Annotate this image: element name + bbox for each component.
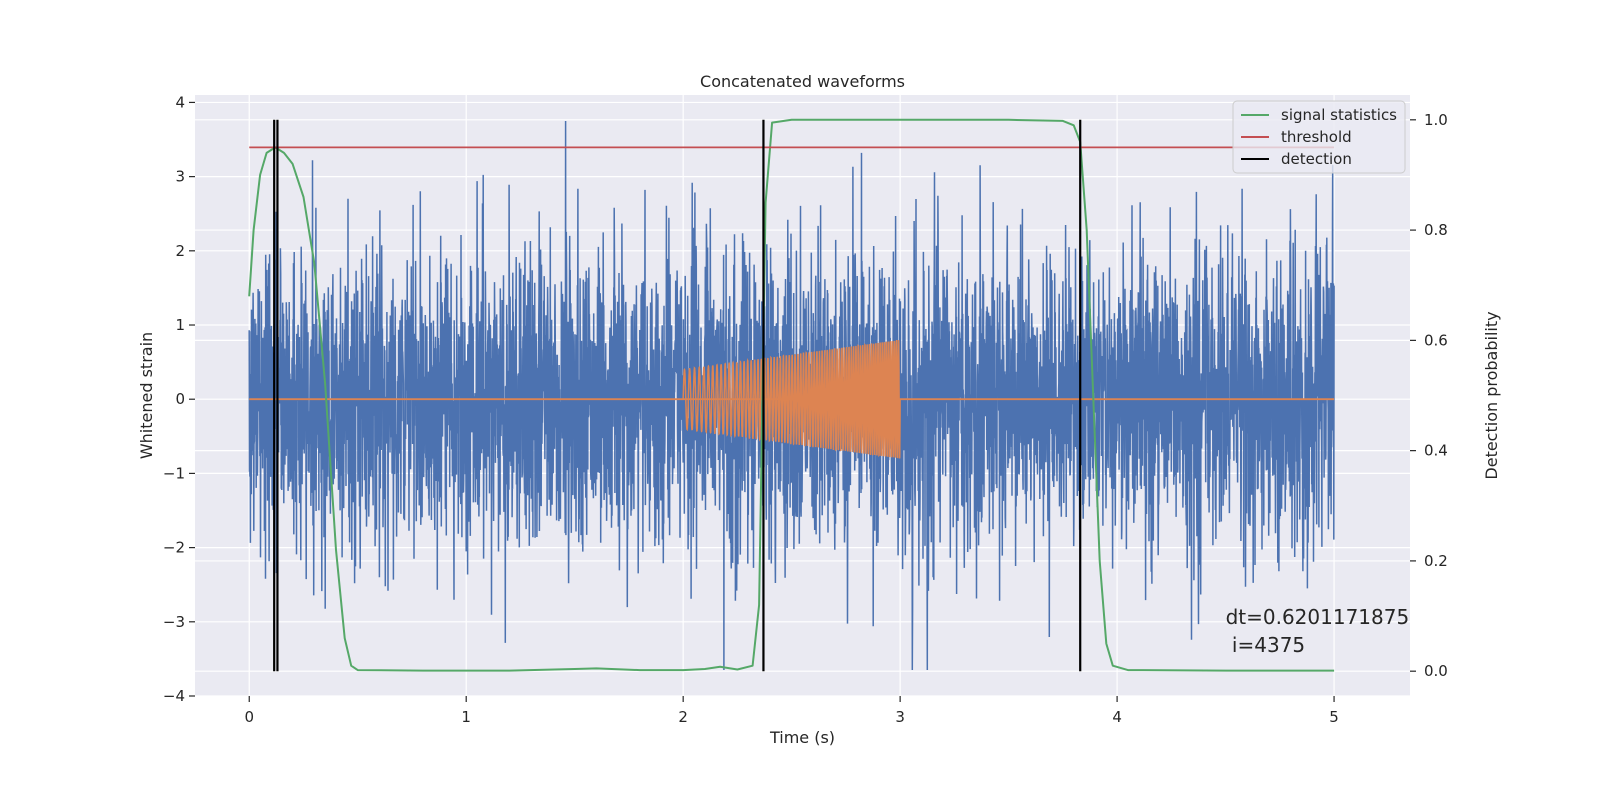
y2-tick-label-0: 0.0 xyxy=(1424,662,1448,680)
y-tick-label-4: 0 xyxy=(175,390,185,408)
template-chirp-line xyxy=(682,339,901,459)
y2-tick-label-3: 0.6 xyxy=(1424,331,1448,349)
legend-label-1: threshold xyxy=(1281,128,1352,146)
y2-tick-label-5: 1.0 xyxy=(1424,111,1448,129)
x-tick-label-2: 2 xyxy=(678,708,688,726)
y2-tick-label-1: 0.2 xyxy=(1424,552,1448,570)
annotation-index: i=4375 xyxy=(1226,633,1306,657)
y2-axis-label: Detection probability xyxy=(1482,311,1501,479)
y-tick-label-0: −4 xyxy=(163,687,185,705)
y-tick-label-5: 1 xyxy=(175,316,185,334)
y-tick-label-7: 3 xyxy=(175,168,185,186)
legend-label-2: detection xyxy=(1281,150,1352,168)
series-layer xyxy=(248,118,1335,672)
annotation-dt: dt=0.6201171875 xyxy=(1226,605,1410,629)
y-tick-label-1: −3 xyxy=(163,613,185,631)
y-tick-label-2: −2 xyxy=(163,539,185,557)
y-axis-label: Whitened strain xyxy=(137,332,156,459)
x-tick-label-5: 5 xyxy=(1329,708,1339,726)
y2-tick-label-2: 0.4 xyxy=(1424,442,1448,460)
ticks: 0 1 2 3 4 5 −4 −3 −2 −1 0 1 2 3 4 0.0 0.2 0.4 0.6 0.8 1.0 xyxy=(163,93,1448,726)
y-tick-label-3: −1 xyxy=(163,464,185,482)
y-tick-label-6: 2 xyxy=(175,242,185,260)
x-tick-label-0: 0 xyxy=(244,708,254,726)
signal-statistics-line xyxy=(248,118,1335,672)
legend-frame xyxy=(1232,100,1406,174)
chart-title: Concatenated waveforms xyxy=(700,72,905,91)
legend: signal statistics threshold detection xyxy=(1232,100,1406,174)
y-tick-label-8: 4 xyxy=(175,93,185,111)
legend-label-0: signal statistics xyxy=(1281,106,1397,124)
x-tick-label-3: 3 xyxy=(895,708,905,726)
x-tick-label-4: 4 xyxy=(1112,708,1122,726)
strain-noise-line xyxy=(248,120,1335,671)
y2-tick-label-4: 0.8 xyxy=(1424,221,1448,239)
x-axis-label: Time (s) xyxy=(769,728,835,747)
x-tick-label-1: 1 xyxy=(461,708,471,726)
